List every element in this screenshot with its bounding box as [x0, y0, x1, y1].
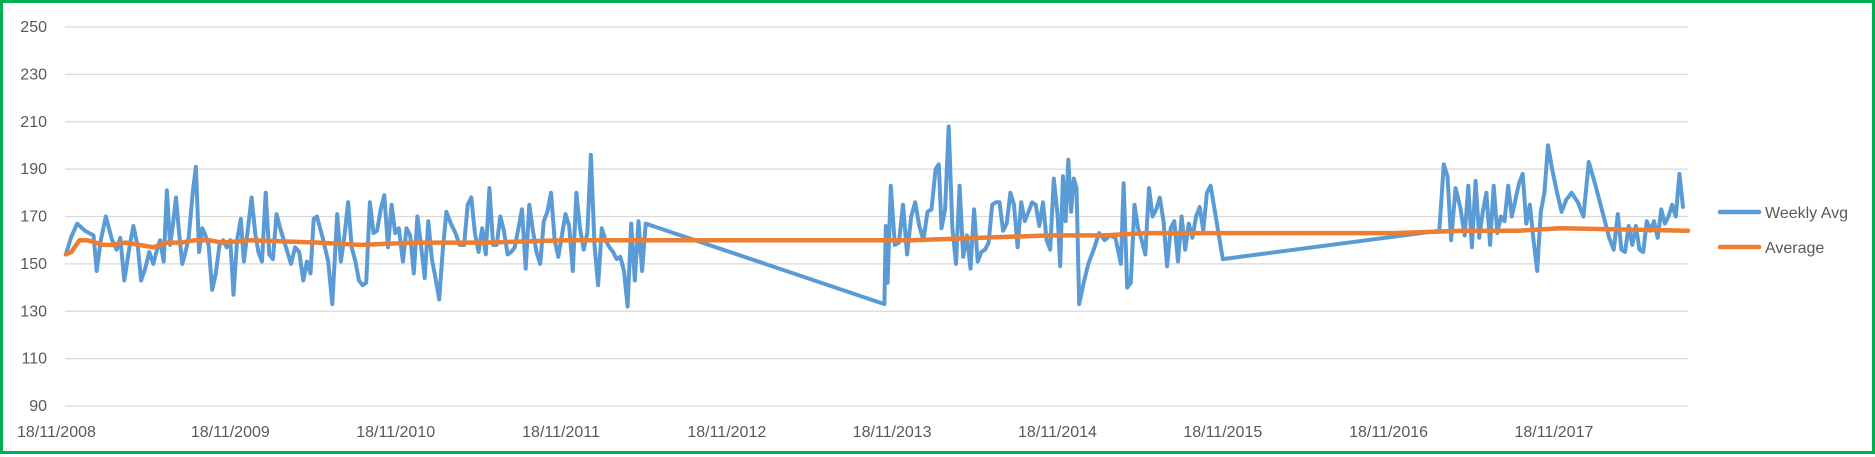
y-tick-label: 250	[20, 19, 47, 36]
y-tick-label: 230	[20, 66, 47, 83]
y-axis-tick-labels: 90 110 130 150 170 190 210 230 250	[20, 19, 47, 415]
x-tick-label: 18/11/2009	[191, 424, 270, 441]
x-tick-label: 18/11/2015	[1183, 424, 1262, 441]
series-lines	[63, 124, 1691, 309]
x-axis-tick-labels: 18/11/2008 18/11/2009 18/11/2010 18/11/2011…	[17, 424, 1593, 441]
y-tick-label: 210	[20, 114, 47, 131]
series-line-weekly-avg	[63, 124, 1685, 309]
x-tick-label: 18/11/2010	[356, 424, 435, 441]
x-tick-label: 18/11/2016	[1349, 424, 1428, 441]
legend-label: Average	[1765, 240, 1824, 257]
x-tick-label: 18/11/2014	[1018, 424, 1097, 441]
y-tick-label: 130	[20, 303, 47, 320]
legend: Weekly Avg Average	[1717, 205, 1848, 257]
y-tick-label: 110	[21, 351, 47, 368]
y-tick-label: 170	[20, 209, 47, 226]
x-tick-label: 18/11/2008	[17, 424, 96, 441]
x-tick-label: 18/11/2011	[522, 424, 600, 441]
y-tick-label: 190	[20, 161, 47, 178]
x-tick-label: 18/11/2017	[1514, 424, 1593, 441]
x-tick-label: 18/11/2012	[687, 424, 766, 441]
y-tick-label: 90	[29, 398, 47, 415]
legend-label: Weekly Avg	[1765, 205, 1848, 222]
x-tick-label: 18/11/2013	[853, 424, 932, 441]
y-gridlines	[65, 26, 1688, 407]
series-line-average	[63, 226, 1691, 257]
y-tick-label: 150	[20, 256, 47, 273]
